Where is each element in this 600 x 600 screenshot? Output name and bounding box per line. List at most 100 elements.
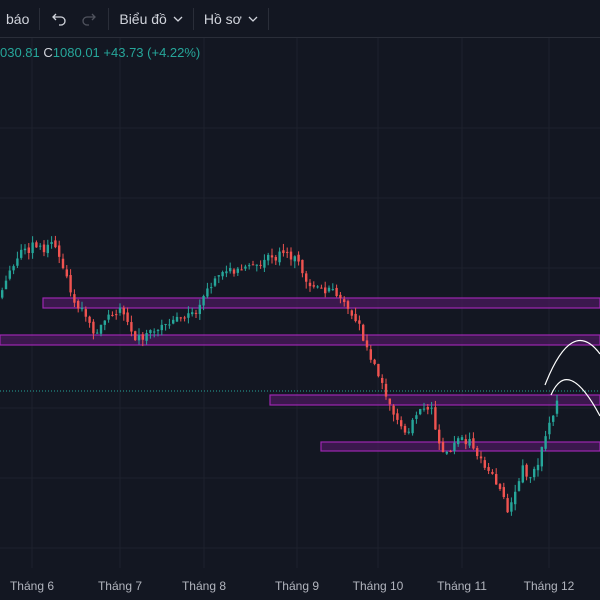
chart-menu-label: Biểu đồ xyxy=(119,10,167,27)
candle-body xyxy=(396,413,399,420)
candle-body xyxy=(308,282,312,287)
candle-body xyxy=(282,250,285,254)
time-axis-label: Tháng 12 xyxy=(524,579,575,593)
redo-button[interactable] xyxy=(74,0,104,37)
candle-body xyxy=(229,268,232,272)
candle-body xyxy=(267,254,270,261)
candle-body xyxy=(183,317,186,319)
candle-body xyxy=(92,321,95,334)
redo-icon xyxy=(80,10,98,28)
toolbar-divider xyxy=(192,7,194,30)
candle-body xyxy=(388,398,391,405)
candle-body xyxy=(77,300,80,309)
candle-body xyxy=(335,287,338,297)
chevron-down-icon xyxy=(248,16,258,22)
candle-body xyxy=(533,468,536,478)
candlestick-series xyxy=(1,235,559,516)
price-zone[interactable] xyxy=(0,334,600,346)
candle-body xyxy=(46,244,49,254)
profile-menu-button[interactable]: Hồ sơ xyxy=(198,0,264,37)
chart-menu-button[interactable]: Biểu đồ xyxy=(113,0,188,37)
candle-body xyxy=(286,251,289,253)
candle-body xyxy=(8,270,11,279)
projection-arcs[interactable] xyxy=(544,339,600,417)
candle-body xyxy=(16,258,19,266)
time-axis-label: Tháng 10 xyxy=(353,579,404,593)
candle-body xyxy=(365,340,369,348)
candle-body xyxy=(99,324,103,334)
candle-body xyxy=(331,289,334,291)
candle-body xyxy=(426,407,429,410)
candle-body xyxy=(316,286,319,288)
time-axis-label: Tháng 8 xyxy=(182,579,226,593)
projection-arc-upper[interactable] xyxy=(544,339,600,386)
candle-body xyxy=(510,502,513,512)
candle-body xyxy=(198,304,201,315)
candle-body xyxy=(441,441,445,453)
candle-body xyxy=(1,290,4,298)
candle-body xyxy=(134,331,137,341)
candle-body xyxy=(187,313,190,318)
candle-body xyxy=(460,437,464,441)
price-zone[interactable] xyxy=(42,297,600,309)
undo-button[interactable] xyxy=(44,0,74,37)
candle-body xyxy=(248,265,251,267)
candle-body xyxy=(194,312,198,314)
candle-body xyxy=(476,448,479,457)
candle-body xyxy=(491,471,494,474)
candle-body xyxy=(149,330,152,334)
candle-body xyxy=(69,275,72,293)
alert-label: báo xyxy=(6,10,30,27)
candle-body xyxy=(141,334,144,340)
candle-body xyxy=(525,464,528,477)
candle-body xyxy=(35,242,38,248)
candle-body xyxy=(118,307,122,313)
candle-body xyxy=(217,275,220,277)
candle-body xyxy=(31,242,34,254)
candle-body xyxy=(88,316,91,323)
candle-body xyxy=(278,251,281,263)
candle-body xyxy=(369,349,372,360)
candle-body xyxy=(487,467,490,471)
candle-body xyxy=(4,280,8,290)
candle-body xyxy=(164,323,167,325)
candle-body xyxy=(236,268,239,273)
candle-body xyxy=(434,407,437,430)
alert-button[interactable]: báo xyxy=(0,0,35,37)
candle-body xyxy=(115,314,118,316)
candle-body xyxy=(350,310,353,316)
candle-body xyxy=(449,451,452,453)
projection-arc-lower[interactable] xyxy=(550,379,600,417)
candle-body xyxy=(544,436,547,449)
candle-body xyxy=(392,405,395,415)
candle-body xyxy=(263,259,266,268)
candle-body xyxy=(122,307,125,315)
ohlc-legend: 030.81 C1080.01 +43.73 (+4.22%) xyxy=(0,45,200,60)
candle-body xyxy=(50,242,53,244)
candle-body xyxy=(373,359,376,364)
price-zone[interactable] xyxy=(320,441,600,452)
candle-body xyxy=(168,324,171,326)
candle-body xyxy=(240,269,243,271)
candle-body xyxy=(206,288,209,297)
candle-body xyxy=(552,415,555,422)
toolbar-divider xyxy=(39,7,41,30)
candle-body xyxy=(422,408,426,410)
time-axis-label: Tháng 7 xyxy=(98,579,142,593)
candle-body xyxy=(301,259,304,274)
price-chart[interactable]: Tháng 6 Tháng 7 Tháng 8 Tháng 9 Tháng 10 Thán… xyxy=(0,38,600,600)
candle-body xyxy=(464,439,467,445)
candle-body xyxy=(255,264,258,266)
candle-body xyxy=(400,420,403,427)
candle-body xyxy=(179,317,182,319)
candle-body xyxy=(517,481,521,491)
candle-body xyxy=(58,245,61,257)
time-axis: Tháng 6 Tháng 7 Tháng 8 Tháng 9 Tháng 10 Thán… xyxy=(10,579,575,593)
candle-body xyxy=(540,446,543,467)
candle-body xyxy=(23,248,27,251)
candle-body xyxy=(175,316,179,322)
candle-body xyxy=(84,309,87,317)
candle-body xyxy=(305,273,308,282)
time-axis-label: Tháng 9 xyxy=(275,579,319,593)
candle-body xyxy=(320,287,323,289)
